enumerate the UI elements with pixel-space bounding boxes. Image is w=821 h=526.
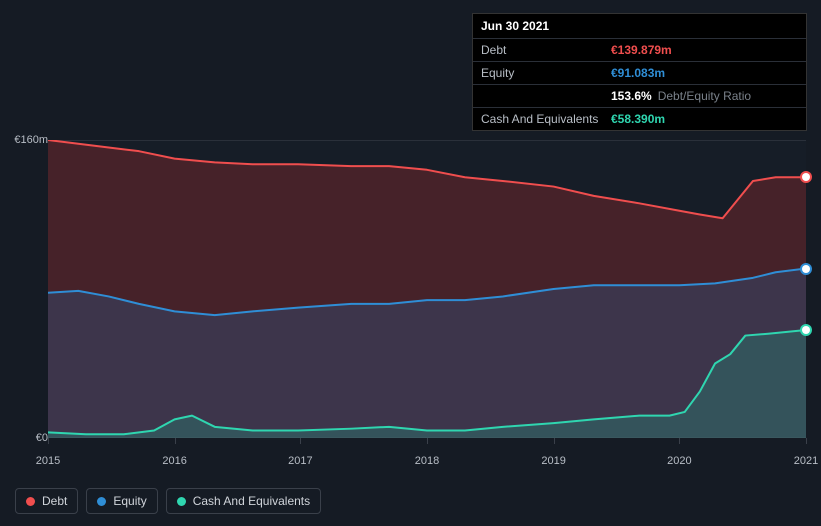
x-axis-label: 2021 [794,455,818,467]
series-marker [802,173,810,181]
legend-item-equity[interactable]: Equity [86,488,157,514]
tooltip-value: €91.083m [611,66,665,80]
tooltip-row: Debt€139.879m [473,39,806,62]
legend: Debt Equity Cash And Equivalents [15,488,321,514]
legend-item-cash-and-equivalents[interactable]: Cash And Equivalents [166,488,321,514]
plot-region[interactable] [48,140,806,438]
x-tick-line [427,438,428,444]
tooltip-label: Cash And Equivalents [481,112,611,126]
tooltip-row: 153.6%Debt/Equity Ratio [473,85,806,108]
y-axis-label: €0 [0,432,48,444]
legend-label: Equity [113,494,146,508]
series-marker [802,265,810,273]
tooltip-row: Equity€91.083m [473,62,806,85]
series-marker [802,326,810,334]
x-axis-label: 2015 [36,455,60,467]
x-axis-label: 2020 [667,455,691,467]
x-tick-line [554,438,555,444]
x-tick-line [48,438,49,444]
tooltip-extra: Debt/Equity Ratio [658,89,751,103]
legend-label: Cash And Equivalents [193,494,310,508]
x-axis: 2015201620172018201920202021 [48,438,806,458]
x-axis-label: 2017 [288,455,312,467]
tooltip-value: €58.390m [611,112,665,126]
x-tick-line [175,438,176,444]
legend-dot-icon [177,497,186,506]
y-axis-label: €160m [0,134,48,146]
x-axis-label: 2018 [415,455,439,467]
tooltip-row: Cash And Equivalents€58.390m [473,108,806,130]
x-tick-line [300,438,301,444]
legend-dot-icon [26,497,35,506]
tooltip-label: Debt [481,43,611,57]
x-tick-line [806,438,807,444]
legend-item-debt[interactable]: Debt [15,488,78,514]
chart-tooltip: Jun 30 2021 Debt€139.879mEquity€91.083m1… [472,13,807,131]
tooltip-label [481,89,611,103]
tooltip-value: €139.879m [611,43,672,57]
x-axis-label: 2016 [162,455,186,467]
legend-dot-icon [97,497,106,506]
tooltip-date: Jun 30 2021 [473,14,806,39]
chart-container: Jun 30 2021 Debt€139.879mEquity€91.083m1… [0,0,821,526]
tooltip-label: Equity [481,66,611,80]
legend-label: Debt [42,494,67,508]
x-axis-label: 2019 [541,455,565,467]
x-tick-line [679,438,680,444]
chart-area: €160m€0 2015201620172018201920202021 [15,120,806,480]
tooltip-value: 153.6%Debt/Equity Ratio [611,89,751,103]
